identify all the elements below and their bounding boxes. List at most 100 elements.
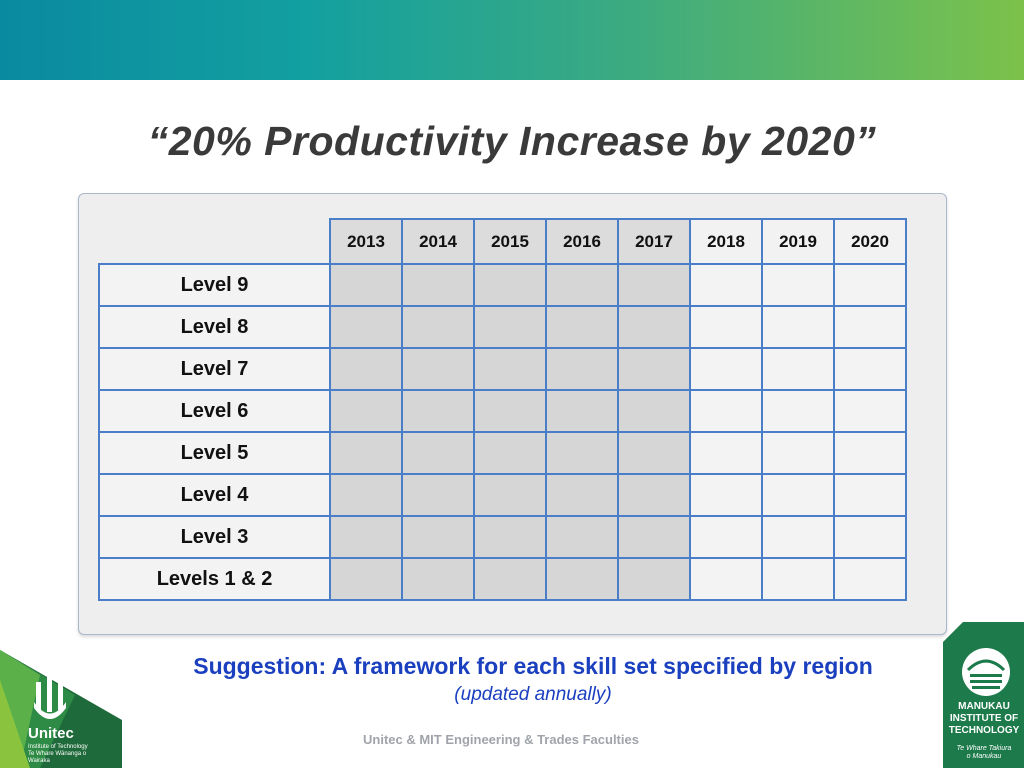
level-label: Level 7: [98, 347, 331, 391]
grid-cell: [761, 263, 835, 307]
year-header-row: 2013 2014 2015 2016 2017 2018 2019 2020: [99, 218, 907, 265]
grid-cell: [833, 515, 907, 559]
suggestion-text: Suggestion: A framework for each skill s…: [193, 653, 873, 679]
grid-cell: [329, 557, 403, 601]
year-header: 2015: [473, 218, 547, 265]
grid-cell: [617, 557, 691, 601]
level-label: Level 9: [98, 263, 331, 307]
mit-subtitle-line1: Te Whare Takiura: [956, 745, 1012, 752]
grid-cell: [761, 557, 835, 601]
mit-subtitle: Te Whare Takiura o Manukau: [945, 745, 1023, 761]
grid-cell: [329, 473, 403, 517]
grid-cell: [473, 515, 547, 559]
grid-cell: [329, 347, 403, 391]
level-label: Level 3: [98, 515, 331, 559]
level-label: Levels 1 & 2: [98, 557, 331, 601]
grid-cell: [545, 557, 619, 601]
level-row: Levels 1 & 2: [98, 557, 907, 601]
slide-title: “20% Productivity Increase by 2020”: [147, 118, 877, 164]
grid-cell: [545, 305, 619, 349]
mit-emblem-icon: [962, 648, 1010, 696]
level-row: Level 3: [98, 515, 907, 559]
unitec-subtitle: Institute of Technology Te Whare Wānanga…: [28, 744, 88, 764]
grid-cell: [761, 305, 835, 349]
year-header: 2014: [401, 218, 475, 265]
grid-cell: [761, 431, 835, 475]
grid-cell: [473, 389, 547, 433]
grid-cell: [329, 305, 403, 349]
grid-cell: [689, 515, 763, 559]
mit-subtitle-line2: o Manukau: [966, 753, 1002, 760]
grid-cell: [833, 557, 907, 601]
grid-cell: [617, 389, 691, 433]
mit-name-line3: TECHNOLOGY: [948, 725, 1020, 736]
grid-cell: [689, 263, 763, 307]
grid-cell: [545, 389, 619, 433]
unitec-logo: [0, 650, 122, 768]
grid-cell: [617, 347, 691, 391]
grid-cell: [689, 557, 763, 601]
grid-cell: [833, 305, 907, 349]
grid-cell: [545, 473, 619, 517]
level-row: Level 9: [98, 263, 907, 307]
framework-table: 2013 2014 2015 2016 2017 2018 2019 2020 …: [98, 218, 907, 601]
year-header: 2016: [545, 218, 619, 265]
grid-cell: [329, 389, 403, 433]
grid-cell: [401, 431, 475, 475]
level-row: Level 5: [98, 431, 907, 475]
grid-cell: [545, 515, 619, 559]
year-header: 2018: [689, 218, 763, 265]
mit-name-line2: INSTITUTE OF: [949, 713, 1019, 724]
year-header: 2019: [761, 218, 835, 265]
year-header: 2017: [617, 218, 691, 265]
grid-cell: [473, 431, 547, 475]
grid-cell: [617, 431, 691, 475]
grid-cell: [617, 305, 691, 349]
grid-cell: [689, 389, 763, 433]
grid-cell: [617, 515, 691, 559]
grid-cell: [689, 431, 763, 475]
unitec-u-icon: [34, 676, 66, 719]
grid-cell: [401, 515, 475, 559]
grid-cell: [473, 473, 547, 517]
top-banner: [0, 0, 1024, 80]
mit-name-line1: MANUKAU: [958, 701, 1010, 712]
grid-cell: [833, 389, 907, 433]
grid-cell: [833, 473, 907, 517]
grid-cell: [689, 473, 763, 517]
grid-cell: [833, 431, 907, 475]
grid-cell: [761, 515, 835, 559]
grid-cell: [617, 263, 691, 307]
grid-cell: [545, 263, 619, 307]
grid-cell: [833, 263, 907, 307]
level-row: Level 4: [98, 473, 907, 517]
level-row: Level 8: [98, 305, 907, 349]
grid-cell: [473, 263, 547, 307]
grid-cell: [473, 305, 547, 349]
grid-cell: [329, 431, 403, 475]
year-header: 2013: [329, 218, 403, 265]
grid-cell: [761, 389, 835, 433]
grid-cell: [401, 557, 475, 601]
grid-cell: [401, 263, 475, 307]
grid-cell: [329, 263, 403, 307]
level-label: Level 5: [98, 431, 331, 475]
level-label: Level 6: [98, 389, 331, 433]
level-label: Level 4: [98, 473, 331, 517]
grid-cell: [689, 305, 763, 349]
grid-cell: [545, 347, 619, 391]
grid-cell: [401, 305, 475, 349]
grid-cell: [401, 347, 475, 391]
level-label: Level 8: [98, 305, 331, 349]
grid-cell: [617, 473, 691, 517]
level-row: Level 7: [98, 347, 907, 391]
unitec-name: Unitec: [28, 725, 74, 742]
grid-cell: [689, 347, 763, 391]
grid-cell: [329, 515, 403, 559]
grid-cell: [473, 557, 547, 601]
level-rows: Level 9 Level 8 Level 7 Level 6 Level 5 Level…: [98, 263, 907, 601]
grid-cell: [833, 347, 907, 391]
level-row: Level 6: [98, 389, 907, 433]
footer-text: Unitec & MIT Engineering & Trades Facult…: [363, 732, 639, 747]
grid-cell: [761, 347, 835, 391]
